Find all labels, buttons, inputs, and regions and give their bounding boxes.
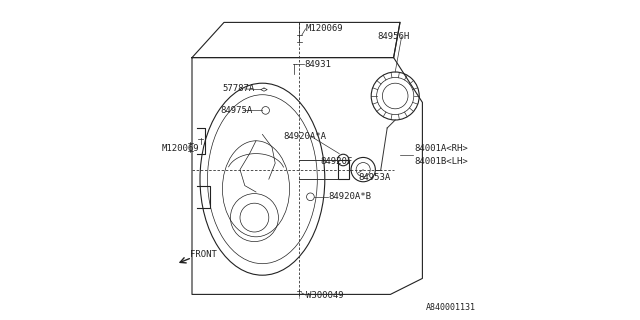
- Bar: [338, 160, 349, 179]
- Text: 84975A: 84975A: [221, 106, 253, 115]
- Text: 84920A*B: 84920A*B: [328, 192, 371, 201]
- Text: M120069: M120069: [306, 24, 343, 33]
- Text: 84931: 84931: [304, 60, 331, 68]
- Text: 84953A: 84953A: [358, 173, 390, 182]
- Text: 84001B<LH>: 84001B<LH>: [415, 157, 468, 166]
- Text: M120069: M120069: [161, 144, 199, 153]
- Text: 84920F: 84920F: [320, 157, 352, 166]
- Text: 84956H: 84956H: [378, 32, 410, 41]
- Text: 57787A: 57787A: [223, 84, 255, 92]
- Text: W300049: W300049: [306, 291, 343, 300]
- Text: FRONT: FRONT: [191, 250, 217, 259]
- Text: 84001A<RH>: 84001A<RH>: [415, 144, 468, 153]
- Text: 84920A*A: 84920A*A: [283, 132, 326, 140]
- Text: A840001131: A840001131: [426, 303, 476, 312]
